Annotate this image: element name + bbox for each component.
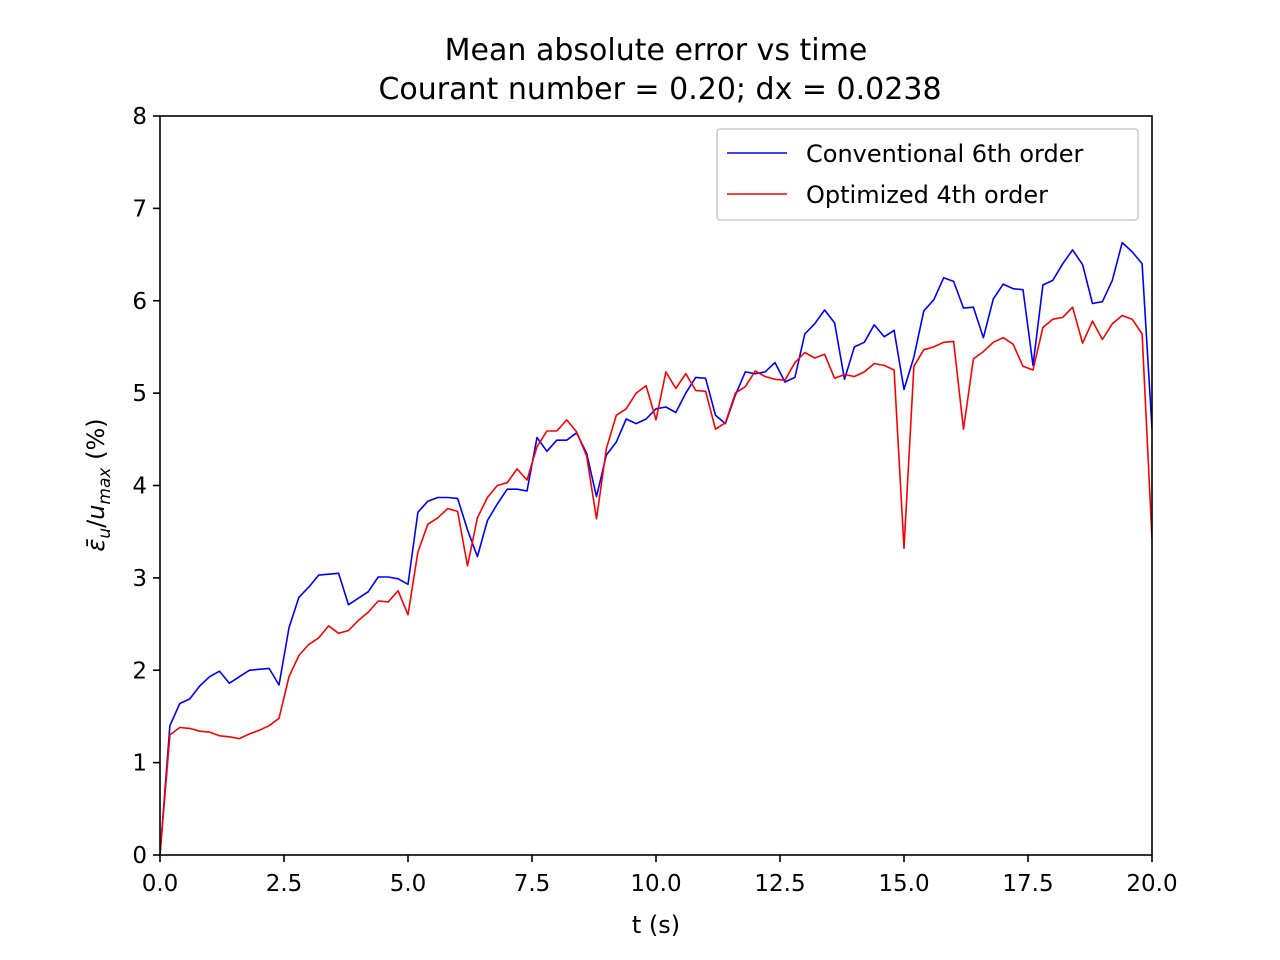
x-tick-label: 7.5 [514, 871, 551, 897]
y-tick-label: 4 [132, 474, 147, 500]
y-tick-label: 3 [132, 566, 147, 592]
legend-label: Optimized 4th order [806, 181, 1048, 209]
x-tick-label: 17.5 [1002, 871, 1053, 897]
x-tick-label: 15.0 [878, 871, 929, 897]
y-axis-label-part: (%) [82, 418, 110, 467]
y-axis-label-part: / [82, 519, 110, 528]
chart-title: Mean absolute error vs time [445, 33, 868, 68]
x-tick-label: 12.5 [754, 871, 805, 897]
y-tick-label: 1 [132, 751, 147, 777]
x-tick-label: 2.5 [266, 871, 303, 897]
chart-subtitle: Courant number = 0.20; dx = 0.0238 [378, 72, 941, 107]
y-axis-label-part: u [82, 505, 110, 520]
y-tick-label: 8 [132, 104, 147, 130]
x-axis: 0.0 2.5 5.0 7.5 10.0 12.5 15.0 17.5 20.0 [142, 855, 1178, 897]
y-tick-label: 5 [132, 381, 147, 407]
x-tick-label: 0.0 [142, 871, 179, 897]
legend-label: Conventional 6th order [806, 140, 1083, 168]
x-tick-label: 10.0 [630, 871, 681, 897]
x-tick-label: 5.0 [390, 871, 427, 897]
y-tick-label: 7 [132, 196, 147, 222]
x-axis-label: t (s) [632, 911, 680, 939]
y-axis-label-text: ε̄u/umax (%) [82, 418, 115, 551]
y-axis-label-part: max [95, 467, 115, 505]
x-tick-label: 20.0 [1126, 871, 1177, 897]
y-tick-label: 6 [132, 289, 147, 315]
y-tick-label: 2 [132, 658, 147, 684]
series-line-2 [160, 306, 1152, 855]
y-axis-label: ε̄u/umax (%) [82, 418, 115, 551]
y-tick-label: 0 [132, 843, 147, 869]
legend: Conventional 6th order Optimized 4th orde… [716, 128, 1139, 221]
series-layer [160, 241, 1152, 855]
legend-box [716, 128, 1139, 221]
y-axis-label-part: ε̄ [82, 539, 110, 552]
series-line-1 [160, 241, 1152, 855]
y-axis-label-part: u [95, 528, 115, 539]
y-axis: 0 1 2 3 4 5 6 7 8 [132, 104, 160, 869]
